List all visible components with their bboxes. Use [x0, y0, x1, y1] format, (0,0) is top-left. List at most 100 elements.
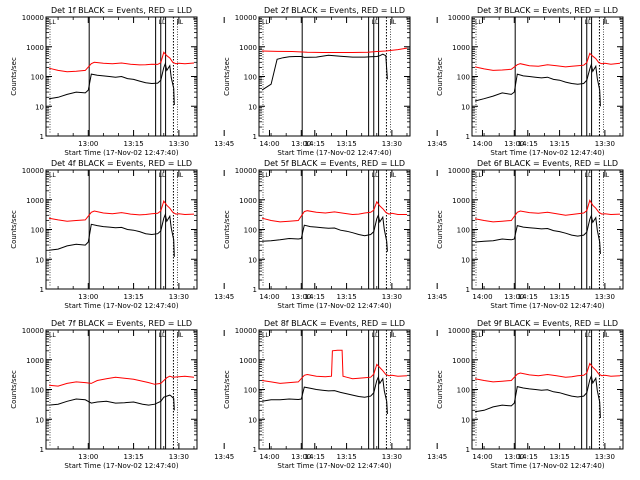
x-tick-label: 13:00	[78, 453, 98, 461]
x-tick-label: 13:30	[595, 140, 615, 148]
x-tick-label: 13:30	[169, 293, 189, 301]
y-tick-label: 10	[461, 103, 470, 111]
y-axis-label: Counts/sec	[223, 370, 231, 409]
plot-frame	[258, 169, 411, 290]
y-tick-label: 1000	[452, 197, 470, 205]
x-tick-label: 14:00	[472, 140, 492, 148]
y-tick-label: 100	[457, 74, 470, 82]
corner-mark: LL	[176, 19, 183, 26]
corner-mark: LL	[159, 332, 166, 339]
y-tick-label: 1	[253, 446, 257, 454]
corner-mark: LL	[159, 19, 166, 26]
x-axis-label: Start Time (17-Nov-02 12:47:40)	[277, 149, 391, 157]
y-tick-label: 1	[466, 286, 470, 294]
x-tick-label: 13:45	[214, 293, 234, 301]
chart-title: Det 7f BLACK = Events, RED = LLD	[51, 319, 192, 328]
chart-panel-6: Det 6f BLACK = Events, RED = LLD 1 10 100 10…	[436, 159, 624, 310]
x-tick-label: 14:15	[305, 140, 325, 148]
corner-mark: LL	[602, 172, 609, 179]
x-tick-label: 14:15	[518, 293, 538, 301]
x-axis-label: Start Time (17-Nov-02 12:47:40)	[490, 149, 604, 157]
y-tick-label: 1000	[239, 197, 257, 205]
series-events-black	[48, 212, 175, 257]
series-events-black	[261, 213, 388, 252]
series-lld-red	[261, 47, 408, 53]
y-tick-label: 1000	[239, 44, 257, 52]
x-tick-label: 14:00	[259, 140, 279, 148]
series-events-black	[261, 53, 388, 91]
series-lld-red	[474, 199, 621, 223]
y-tick-label: 10000	[235, 327, 257, 335]
x-tick-label: 14:00	[472, 293, 492, 301]
y-tick-label: 1	[40, 286, 44, 294]
x-tick-label: 13:00	[504, 140, 524, 148]
corner-mark: LL	[389, 19, 396, 26]
y-tick-label: 10000	[22, 14, 44, 22]
plot-frame	[258, 329, 411, 450]
x-axis-label: Start Time (17-Nov-02 12:47:40)	[64, 302, 178, 310]
y-tick-label: 100	[31, 74, 44, 82]
series-events-black	[474, 214, 601, 255]
corner-mark: LL	[372, 172, 379, 179]
y-tick-label: 100	[244, 387, 257, 395]
x-tick-label: 13:00	[78, 293, 98, 301]
x-tick-label: 13:15	[549, 453, 569, 461]
series-events-black	[261, 375, 388, 415]
y-axis-label: Counts/sec	[10, 370, 18, 409]
y-axis-label: Counts/sec	[223, 210, 231, 249]
y-axis-label: Counts/sec	[223, 57, 231, 96]
chart-panel-2: Det 2f BLACK = Events, RED = LLD 1 10 100 10…	[223, 6, 538, 157]
x-tick-label: 14:00	[259, 453, 279, 461]
y-axis-label: Counts/sec	[436, 57, 444, 96]
corner-mark: LL	[602, 19, 609, 26]
chart-title: Det 8f BLACK = Events, RED = LLD	[264, 319, 405, 328]
y-tick-label: 10	[35, 416, 44, 424]
y-tick-label: 10	[248, 416, 257, 424]
corner-mark: LL	[372, 332, 379, 339]
x-tick-label: 13:15	[549, 293, 569, 301]
y-tick-label: 10	[248, 256, 257, 264]
chart-panel-5: Det 5f BLACK = Events, RED = LLD 1 10 100 10…	[223, 159, 538, 310]
corner-mark: LL	[49, 172, 56, 179]
corner-mark: LL	[176, 172, 183, 179]
y-tick-label: 100	[31, 387, 44, 395]
y-tick-label: 10000	[448, 327, 470, 335]
chart-panel-3: Det 3f BLACK = Events, RED = LLD 1 10 100 10…	[436, 6, 624, 157]
chart-panel-9: Det 9f BLACK = Events, RED = LLD 1 10 100 10…	[436, 319, 624, 470]
y-axis-label: Counts/sec	[10, 57, 18, 96]
y-axis-label: Counts/sec	[436, 370, 444, 409]
x-tick-label: 13:15	[123, 293, 143, 301]
x-tick-label: 13:00	[504, 453, 524, 461]
corner-mark: LL	[585, 172, 592, 179]
series-lld-red	[474, 52, 621, 71]
corner-mark: LL	[585, 332, 592, 339]
x-tick-label: 14:00	[259, 293, 279, 301]
y-axis-label: Counts/sec	[10, 210, 18, 249]
series-lld-red	[474, 362, 621, 383]
corner-mark: LL	[475, 19, 482, 26]
y-tick-label: 1000	[26, 357, 44, 365]
x-tick-label: 13:15	[123, 140, 143, 148]
x-tick-label: 14:15	[518, 453, 538, 461]
corner-mark: LL	[475, 172, 482, 179]
corner-mark: LL	[49, 332, 56, 339]
x-tick-label: 14:15	[518, 140, 538, 148]
y-tick-label: 10000	[448, 167, 470, 175]
x-tick-label: 13:45	[214, 140, 234, 148]
chart-title: Det 5f BLACK = Events, RED = LLD	[264, 159, 405, 168]
chart-panel-7: Det 7f BLACK = Events, RED = LLD 1 10 100 10…	[10, 319, 325, 470]
x-tick-label: 13:45	[214, 453, 234, 461]
series-lld-red	[48, 51, 195, 73]
x-tick-label: 13:00	[504, 293, 524, 301]
y-tick-label: 1	[40, 133, 44, 141]
x-tick-label: 13:15	[549, 140, 569, 148]
y-tick-label: 100	[244, 227, 257, 235]
y-tick-label: 100	[457, 227, 470, 235]
series-events-black	[48, 394, 175, 411]
y-tick-label: 1	[253, 133, 257, 141]
y-tick-label: 10000	[235, 167, 257, 175]
x-tick-label: 13:15	[123, 453, 143, 461]
chart-title: Det 2f BLACK = Events, RED = LLD	[264, 6, 405, 15]
series-lld-red	[48, 199, 195, 222]
series-events-black	[474, 374, 601, 419]
